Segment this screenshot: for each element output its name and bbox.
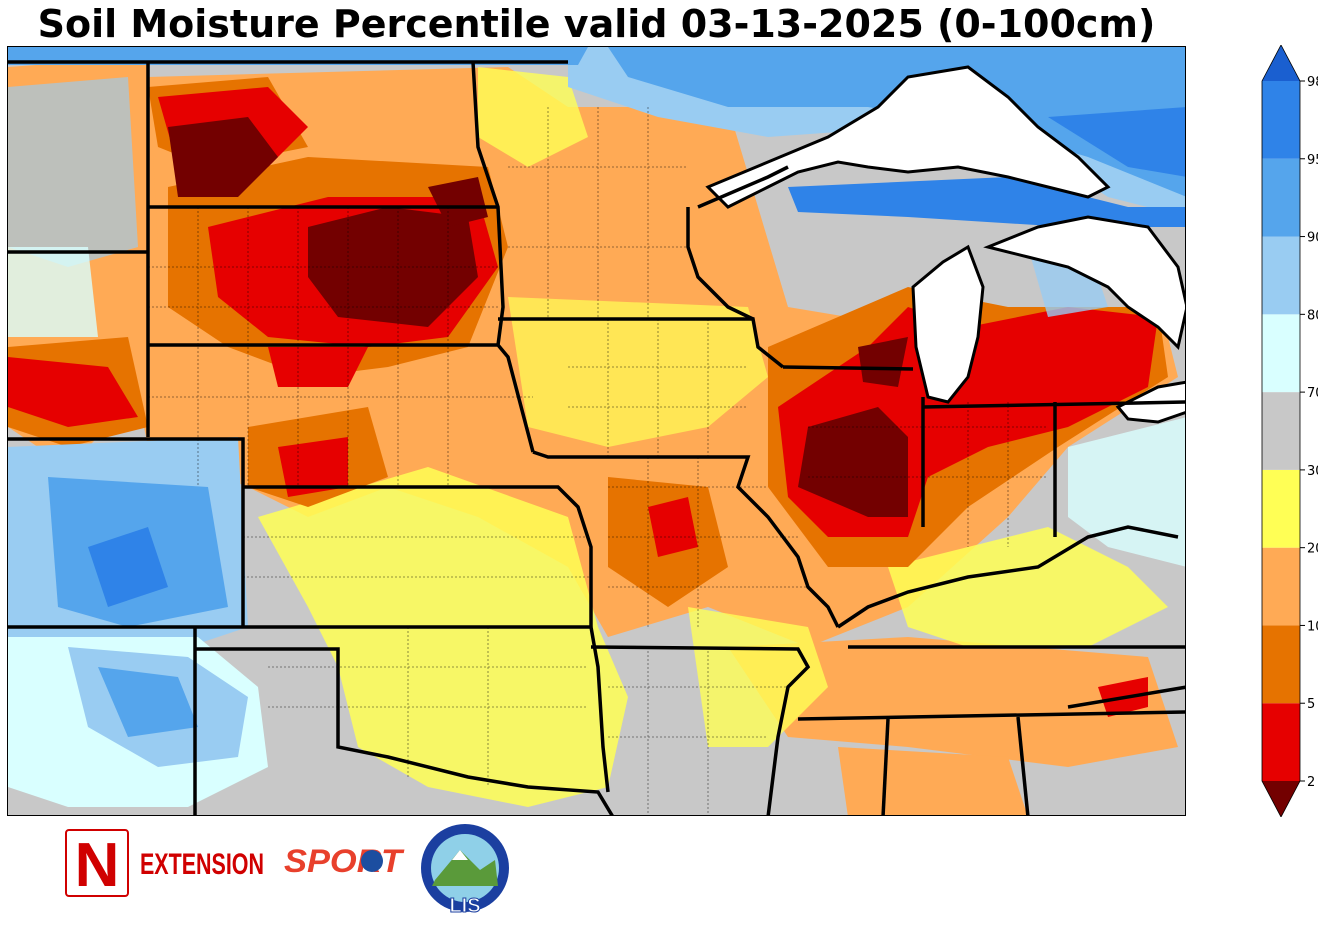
globe-icon bbox=[361, 850, 383, 872]
colorbar-bin bbox=[1262, 547, 1300, 626]
colorbar-tick-label: 80 bbox=[1307, 308, 1318, 323]
colorbar-graphic: 2 5 10 20 30 70 80 90 95 98 bbox=[1261, 44, 1324, 818]
colorbar-legend: 2 5 10 20 30 70 80 90 95 98 bbox=[1258, 44, 1324, 818]
lis-mountain-icon bbox=[452, 850, 468, 860]
colorbar-tick-label: 30 bbox=[1307, 464, 1318, 479]
colorbar-tick-label: 5 bbox=[1307, 697, 1315, 712]
dry-20-30-regions bbox=[258, 67, 1168, 807]
colorbar-bin bbox=[1262, 236, 1300, 315]
logos-graphic: N EXTENSION SPORT LIS bbox=[65, 824, 509, 918]
sponsor-logos: N EXTENSION SPORT LIS bbox=[60, 820, 530, 920]
nasa-lis-logo: LIS bbox=[421, 824, 509, 918]
colorbar-tick-label: 70 bbox=[1307, 386, 1318, 401]
colorbar-tick-label: 95 bbox=[1307, 153, 1318, 168]
colorbar-bin bbox=[1262, 158, 1300, 237]
sport-logo: SPORT bbox=[284, 843, 405, 879]
colorbar-tick-label: 2 bbox=[1307, 775, 1315, 790]
lake-huron bbox=[983, 215, 1185, 350]
soil-moisture-map bbox=[7, 46, 1186, 816]
lis-text: LIS bbox=[449, 895, 480, 917]
colorbar-tick-label: 10 bbox=[1307, 619, 1318, 634]
county-borders bbox=[148, 107, 1048, 815]
dry-below-2-regions bbox=[168, 117, 908, 517]
colorbar-bin bbox=[1262, 81, 1300, 159]
colorbar-bin bbox=[1262, 314, 1300, 393]
lake-superior bbox=[705, 65, 1111, 209]
wet-west-regions bbox=[8, 77, 268, 807]
colorbar-tick-label: 20 bbox=[1307, 542, 1318, 557]
lis-land-icon bbox=[432, 850, 498, 886]
nebraska-n-letter: N bbox=[75, 831, 120, 900]
colorbar-extend-high bbox=[1262, 45, 1300, 81]
map-canvas bbox=[8, 47, 1185, 815]
colorbar-outline bbox=[1261, 44, 1301, 818]
colorbar-bin bbox=[1262, 703, 1300, 781]
colorbar-bin bbox=[1262, 625, 1300, 704]
colorbar-tick-label: 90 bbox=[1307, 231, 1318, 246]
colorbar-bin bbox=[1262, 392, 1300, 470]
lake-michigan bbox=[911, 244, 985, 404]
nebraska-extension-logo: N EXTENSION bbox=[65, 829, 264, 900]
colorbar-extend-low bbox=[1262, 781, 1300, 817]
state-borders bbox=[8, 60, 1185, 815]
map-title: Soil Moisture Percentile valid 03-13-202… bbox=[37, 2, 1156, 46]
sport-text: SPORT bbox=[284, 843, 405, 879]
colorbar-tick-label: 98 bbox=[1307, 75, 1318, 90]
extension-text: EXTENSION bbox=[140, 848, 264, 881]
colorbar-bin bbox=[1262, 469, 1300, 548]
